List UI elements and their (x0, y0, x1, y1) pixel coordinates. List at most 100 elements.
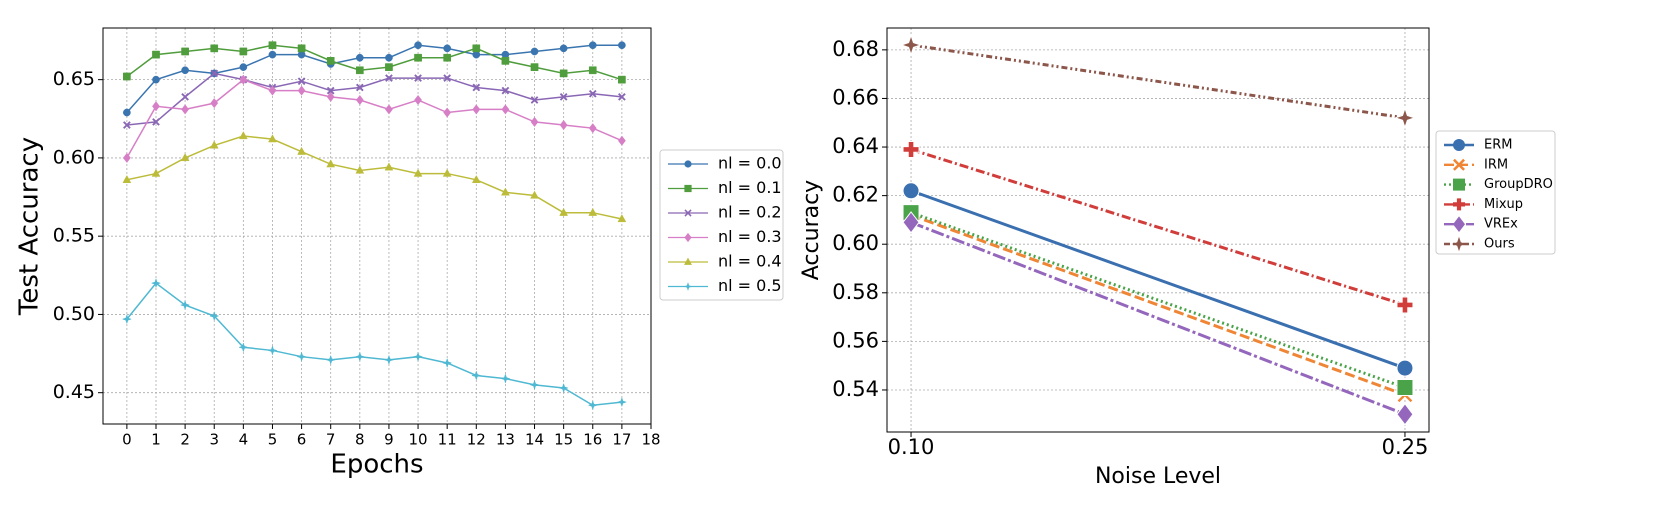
data-point (1393, 106, 1417, 130)
data-point (383, 354, 395, 365)
data-point (355, 66, 364, 75)
x-tick-label: 9 (384, 431, 394, 449)
legend-label: nl = 0.1 (718, 178, 782, 197)
data-point (442, 357, 453, 369)
legend-label: VREx (1484, 217, 1518, 232)
y-tick-label: 0.65 (53, 68, 95, 90)
data-point (122, 174, 132, 183)
data-point (442, 168, 452, 177)
data-point (152, 101, 160, 112)
data-point (530, 96, 539, 104)
legend-label: nl = 0.5 (718, 276, 782, 295)
legend-label: nl = 0.2 (718, 203, 782, 222)
y-tick-label: 0.62 (832, 183, 879, 207)
x-tick-label: 12 (467, 431, 486, 449)
x-tick-label: 3 (209, 431, 219, 449)
x-tick-label: 4 (239, 431, 249, 449)
data-point (209, 140, 219, 149)
x-tick-label: 16 (583, 431, 602, 449)
data-point (209, 310, 220, 322)
legend-marker (683, 282, 693, 291)
data-point (355, 83, 364, 92)
data-point (297, 85, 306, 96)
data-point (238, 131, 248, 140)
x-tick-label: 0.10 (888, 435, 935, 459)
data-point (355, 53, 364, 62)
y-tick-label: 0.66 (832, 85, 879, 109)
data-point (1396, 379, 1414, 397)
legend-marker (684, 209, 692, 217)
legend-marker (684, 232, 692, 243)
data-point (181, 104, 190, 115)
data-point (385, 63, 393, 71)
data-point (1396, 296, 1414, 314)
legend-label: ERM (1484, 138, 1512, 153)
data-point (181, 92, 190, 101)
data-point (559, 69, 568, 78)
data-point (326, 57, 335, 65)
data-point (530, 63, 539, 71)
legend-label: Mixup (1484, 197, 1523, 212)
data-point (617, 135, 626, 146)
data-point (210, 69, 219, 78)
data-point (268, 134, 277, 143)
data-point (239, 47, 248, 56)
data-point (530, 190, 539, 199)
data-line (126, 72, 622, 126)
data-point (588, 123, 597, 134)
data-point (384, 74, 393, 83)
data-point (616, 396, 627, 408)
data-point (384, 162, 394, 171)
data-point (587, 400, 598, 411)
data-point (268, 50, 277, 59)
data-point (558, 382, 569, 394)
data-line (910, 211, 1406, 389)
legend-label: nl = 0.0 (718, 154, 782, 173)
data-point (296, 351, 307, 362)
data-point (472, 44, 481, 53)
data-point (123, 72, 131, 81)
data-point (588, 41, 597, 50)
data-point (501, 104, 510, 115)
data-point (238, 342, 249, 353)
y-tick-label: 0.60 (53, 146, 95, 168)
data-point (529, 379, 540, 390)
data-point (181, 47, 189, 56)
data-line (910, 189, 1406, 370)
data-point (443, 74, 452, 83)
data-point (152, 117, 160, 126)
y-tick-label: 0.60 (832, 231, 879, 255)
data-point (902, 211, 920, 234)
data-point (297, 146, 306, 155)
data-point (500, 373, 511, 384)
legend-label: GroupDRO (1484, 177, 1553, 192)
legend-marker (1453, 216, 1465, 232)
data-point (471, 370, 482, 381)
data-point (152, 50, 160, 59)
x-tick-label: 1 (151, 431, 161, 449)
data-point (268, 85, 277, 96)
data-point (472, 83, 481, 92)
data-point (355, 94, 364, 106)
data-point (902, 182, 920, 200)
y-tick-label: 0.58 (832, 280, 879, 304)
data-point (1396, 359, 1414, 377)
data-point (559, 207, 569, 216)
data-point (210, 98, 219, 109)
data-point (559, 92, 568, 101)
data-line (126, 135, 623, 220)
legend-marker (684, 160, 692, 168)
legend-label: nl = 0.3 (718, 227, 782, 246)
x-tick-label: 2 (180, 431, 190, 449)
x-tick-label: 11 (438, 431, 457, 449)
data-line (910, 43, 1406, 120)
data-point (122, 152, 131, 164)
data-point (152, 75, 160, 84)
x-tick-label: 7 (326, 431, 336, 449)
x-tick-label: 5 (268, 431, 278, 449)
data-point (151, 168, 161, 177)
legend-marker (1453, 178, 1465, 191)
data-point (588, 89, 597, 98)
legend-marker (1451, 236, 1467, 252)
